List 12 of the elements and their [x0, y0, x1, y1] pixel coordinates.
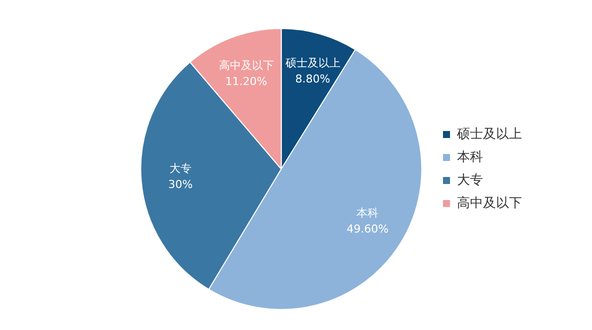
- data-label: 11.20%: [225, 74, 268, 88]
- slice-label: 本科: [356, 206, 379, 220]
- slice-label: 高中及以下: [218, 58, 274, 72]
- legend-label: 大专: [457, 172, 483, 188]
- data-label: 30%: [168, 178, 193, 192]
- legend-label: 高中及以下: [457, 194, 522, 211]
- data-label: 8.80%: [295, 72, 330, 86]
- slice-label: 硕士及以上: [284, 56, 340, 70]
- slice-label: 大专: [169, 162, 192, 176]
- data-label: 49.60%: [346, 222, 389, 236]
- legend-label: 本科: [457, 150, 483, 165]
- legend-label: 硕士及以上: [456, 126, 522, 142]
